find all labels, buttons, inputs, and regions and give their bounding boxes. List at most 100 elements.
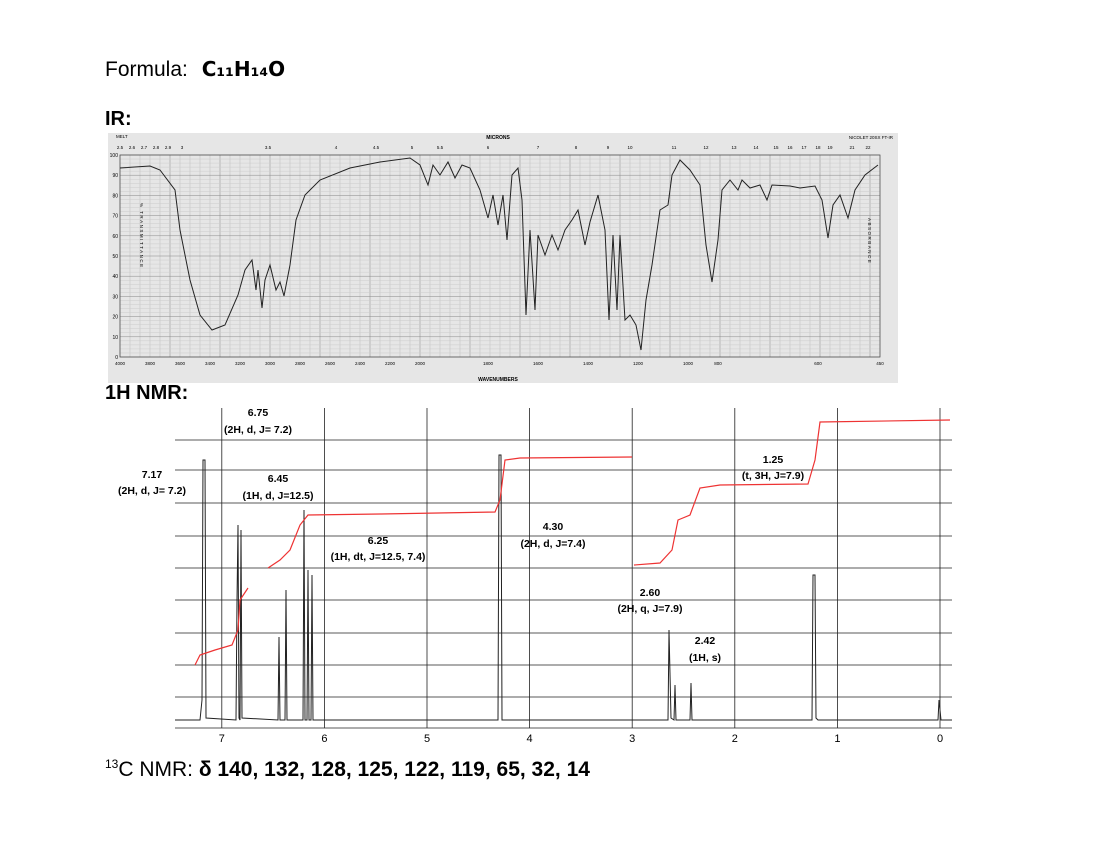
ir-y-tick-label: 70 [112,214,118,220]
ir-x-tick-label: 2600 [325,361,336,366]
ir-top-tick-label: 13 [731,145,737,150]
peak-shift: 1.25 [763,454,784,466]
ir-top-tick-label: 2.7 [141,145,148,150]
ir-y-tick-label: 10 [112,335,118,341]
ir-x-tick-label: 3000 [265,361,276,366]
ir-top-tick-label: 4 [335,145,338,150]
ir-instrument: NICOLET 20SX FT-IR [849,135,894,140]
peak-detail: (2H, d, J= 7.2) [224,424,292,436]
peak-shift: 7.17 [142,469,163,481]
c13-line: 13C NMR: δ 140, 132, 128, 125, 122, 119,… [105,757,590,782]
ir-x-tick-label: 3600 [175,361,186,366]
ir-top-tick-label: 3.5 [265,145,272,150]
ir-top-title: MICRONS [486,135,510,141]
nmr-label: 1H NMR: [105,382,189,404]
ir-top-tick-label: 10 [627,145,633,150]
ir-top-tick-label: 5 [411,145,414,150]
peak-shift: 6.25 [368,535,389,547]
nmr-x-tick-label: 2 [732,733,738,745]
ir-x-tick-label: 800 [714,361,722,366]
peak-detail: (2H, q, J=7.9) [617,603,682,615]
nmr-x-tick-label: 0 [937,733,943,745]
ir-x-tick-label: 1800 [483,361,494,366]
ir-trace [119,157,879,351]
formula: Formula: C₁₁H₁₄O [105,57,285,82]
nmr-spectrum: 7 6 5 4 3 2 1 0 7.17 (2H, d, J= 7.2) 6.75 (2H, … [118,407,952,745]
ir-top-tick-label: 2.9 [165,145,172,150]
ir-top-tick-label: 12 [703,145,709,150]
ir-top-tick-label: 8 [575,145,578,150]
ir-x-tick-label: 1200 [633,361,644,366]
ir-x-tick-label: 4000 [115,361,126,366]
ir-x-tick-label: 3400 [205,361,216,366]
ir-top-tick-label: 6 [487,145,490,150]
ir-x-tick-label: 1600 [533,361,544,366]
ir-top-tick-label: 7 [537,145,540,150]
ir-x-tick-label: 600 [814,361,822,366]
peak-shift: 6.75 [248,407,269,419]
peak-detail: (1H, d, J=12.5) [243,490,314,502]
peak-detail: (2H, d, J=7.4) [520,538,585,550]
ir-y-tick-label: 60 [112,234,118,240]
ir-y-tick-label: 0 [115,355,118,361]
nmr-grid: 7 6 5 4 3 2 1 0 [175,408,952,745]
ir-top-tick-label: 18 [815,145,821,150]
nmr-x-tick-label: 4 [527,733,533,745]
ir-top-tick-label: 22 [865,145,871,150]
ir-top-tick-label: 2.8 [153,145,160,150]
nmr-x-tick-label: 7 [219,733,225,745]
ir-top-tick-label: 15 [773,145,779,150]
ir-y-tick-label: 20 [112,315,118,321]
ir-x-tick-label: 2800 [295,361,306,366]
peak-shift: 2.60 [640,587,661,599]
ir-x-tick-label: 2400 [355,361,366,366]
ir-top-tick-label: 5.5 [437,145,444,150]
peak-shift: 2.42 [695,635,716,647]
ir-top-tick-label: 2.6 [129,145,136,150]
ir-sample: MELT [116,134,128,139]
peak-shift: 4.30 [543,521,564,533]
nmr-peak-labels: 7.17 (2H, d, J= 7.2) 6.75 (2H, d, J= 7.2… [118,407,804,664]
ir-top-tick-label: 17 [801,145,807,150]
ir-top-tick-label: 2.5 [117,145,124,150]
ir-y-title: % TRANSMITTANCE [139,203,144,269]
ir-x-tick-label: 1000 [683,361,694,366]
ir-top-tick-label: 16 [787,145,793,150]
peak-detail: (1H, dt, J=12.5, 7.4) [331,551,426,563]
ir-top-tick-label: 11 [672,145,677,150]
formula-value: C₁₁H₁₄O [201,57,286,81]
ir-top-tick-label: 21 [849,145,855,150]
ir-y2-title: ABSORBANCE [867,218,872,264]
ir-y-tick-label: 80 [112,193,118,199]
ir-y-tick-label: 100 [110,153,119,159]
c13-label: C NMR: [118,758,199,781]
ir-background [108,133,898,383]
ir-x-tick-label: 2200 [385,361,396,366]
ir-x-tick-label: 3800 [145,361,156,366]
peak-shift: 6.45 [268,473,289,485]
peak-detail: (t, 3H, J=7.9) [742,470,804,482]
nmr-x-tick-label: 5 [424,733,430,745]
ir-x-tick-label: 450 [876,361,884,366]
nmr-x-tick-label: 1 [834,733,840,745]
ir-top-tick-label: 4.5 [373,145,380,150]
ir-top-tick-label: 19 [827,145,833,150]
ir-x-tick-label: 2000 [415,361,426,366]
ir-top-tick-label: 14 [753,145,759,150]
peak-detail: (1H, s) [689,652,721,664]
ir-frame [119,154,881,358]
ir-x-tick-label: 3200 [235,361,246,366]
nmr-trace [175,454,952,721]
ir-top-tick-label: 3 [181,145,184,150]
c13-sup: 13 [105,757,119,771]
ir-bottom-title: WAVENUMBERS [478,377,518,383]
c13-values: δ 140, 132, 128, 125, 122, 119, 65, 32, … [198,758,590,781]
peak-detail: (2H, d, J= 7.2) [118,485,186,497]
nmr-x-tick-label: 6 [321,733,327,745]
ir-y-tick-label: 90 [112,173,118,179]
ir-y-tick-label: 50 [112,254,118,260]
ir-y-tick-label: 30 [112,294,118,300]
ir-x-tick-label: 1400 [583,361,594,366]
